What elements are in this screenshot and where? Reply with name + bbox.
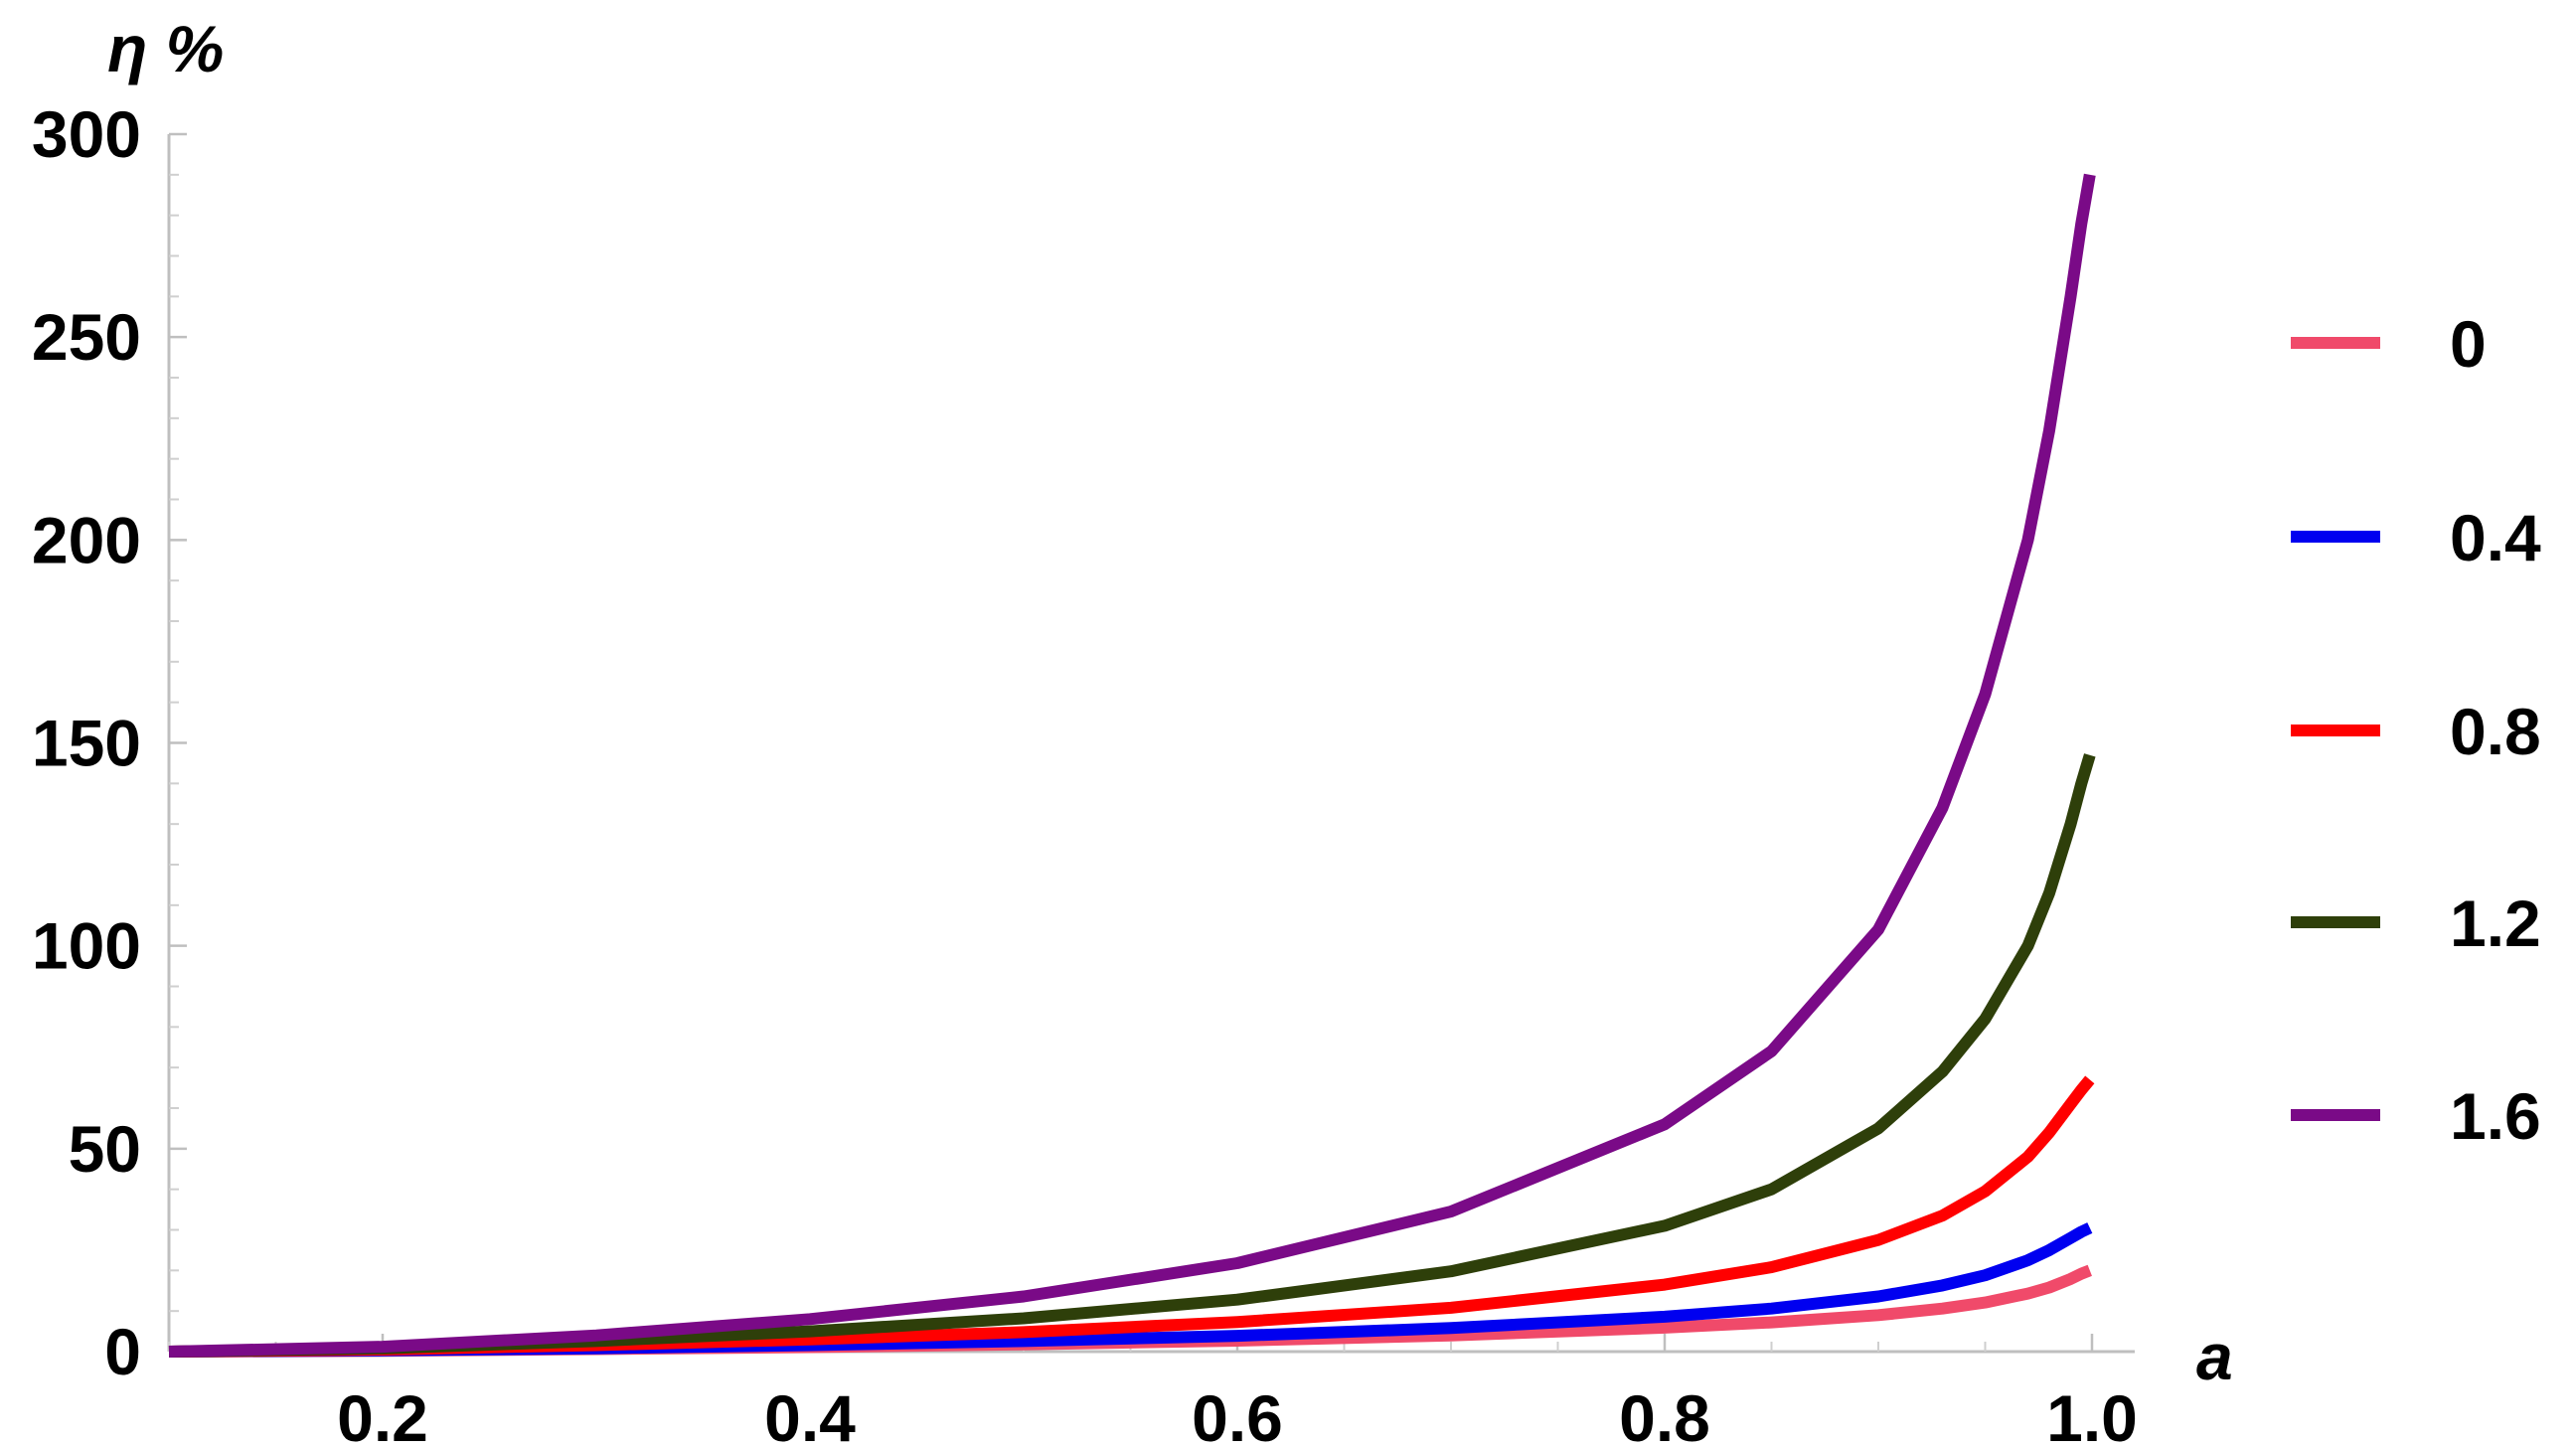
y-axis-label: η % [107, 12, 224, 85]
series-line-1-2 [168, 753, 2096, 1358]
y-tick-label: 100 [32, 909, 141, 983]
series-line-1-6 [168, 173, 2096, 1358]
y-tick-label: 50 [69, 1112, 141, 1186]
series-line-0-8 [168, 1075, 2095, 1358]
y-tick-label: 150 [32, 707, 141, 780]
y-tick-label: 250 [32, 300, 141, 374]
y-tick-label: 300 [32, 97, 141, 171]
legend-label: 1.6 [2450, 1079, 2541, 1153]
legend-label: 0 [2450, 307, 2487, 381]
x-tick-label: 0.6 [1192, 1381, 1283, 1449]
axes: 0 50 100 150 200 250 300 0.2 0.4 0.6 0.8 1.0 [32, 97, 2138, 1449]
x-tick-label: 0.4 [764, 1381, 856, 1449]
y-tick-label: 0 [104, 1315, 141, 1388]
legend: 0 0.4 0.8 1.2 1.6 [2291, 307, 2541, 1153]
x-tick-label: 0.2 [337, 1381, 428, 1449]
y-tick-label: 200 [32, 503, 141, 576]
legend-label: 1.2 [2450, 886, 2541, 960]
x-tick-label: 0.8 [1619, 1381, 1710, 1449]
x-axis-label: a [2196, 1320, 2233, 1393]
legend-label: 0.8 [2450, 695, 2541, 768]
series-layer [168, 173, 2096, 1358]
x-tick-label: 1.0 [2046, 1381, 2138, 1449]
legend-label: 0.4 [2450, 501, 2541, 574]
